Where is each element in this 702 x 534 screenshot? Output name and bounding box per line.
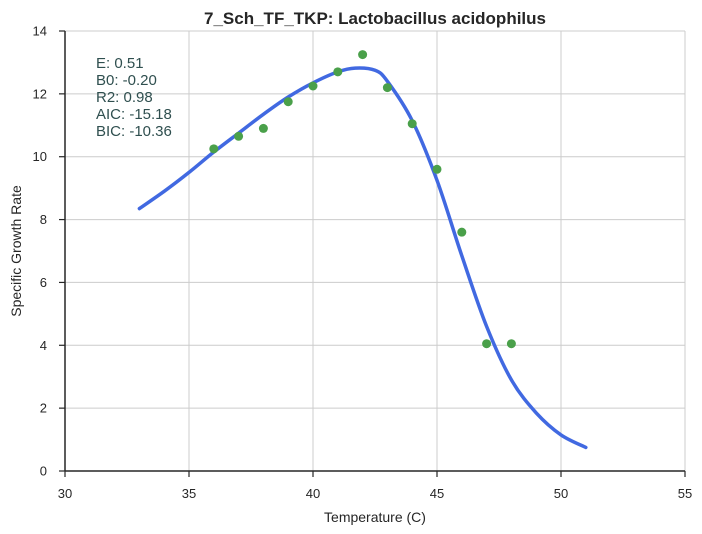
- data-point: [333, 67, 343, 77]
- y-tick-label: 10: [33, 149, 47, 164]
- data-point: [308, 81, 318, 91]
- y-tick-label: 0: [40, 464, 47, 479]
- stat-bic: BIC: -10.36: [96, 123, 172, 140]
- data-point: [234, 131, 244, 141]
- data-point: [382, 83, 392, 93]
- x-tick-labels: 30 35 40 45 50 55: [58, 486, 692, 501]
- fit-statistics: E: 0.51 B0: -0.20 R2: 0.98 AIC: -15.18 B…: [96, 55, 172, 140]
- x-tick-label: 50: [554, 486, 568, 501]
- data-point: [358, 50, 368, 60]
- data-point: [283, 97, 293, 107]
- stat-aic: AIC: -15.18: [96, 106, 172, 123]
- data-point: [407, 119, 417, 129]
- stat-r2: R2: 0.98: [96, 89, 153, 106]
- y-tick-label: 14: [33, 24, 47, 39]
- stat-b0: B0: -0.20: [96, 72, 157, 89]
- x-tick-label: 35: [182, 486, 196, 501]
- y-tick-label: 2: [40, 401, 47, 416]
- y-axis-label: Specific Growth Rate: [8, 185, 24, 317]
- x-tick-label: 55: [678, 486, 692, 501]
- y-tick-label: 4: [40, 338, 47, 353]
- y-tick-labels: 0 2 4 6 8 10 12 14: [33, 24, 47, 479]
- chart-title: 7_Sch_TF_TKP: Lactobacillus acidophilus: [204, 9, 546, 28]
- stat-e: E: 0.51: [96, 55, 144, 72]
- data-point: [432, 164, 442, 174]
- x-tick-label: 40: [306, 486, 320, 501]
- x-axis-label: Temperature (C): [324, 509, 426, 525]
- data-points: [209, 50, 516, 349]
- data-point: [506, 339, 516, 349]
- y-tick-label: 6: [40, 275, 47, 290]
- gridlines: [65, 30, 686, 471]
- data-point: [482, 339, 492, 349]
- fit-curve-group: [137, 66, 588, 450]
- axes: [59, 30, 686, 477]
- data-point: [209, 144, 219, 154]
- x-tick-label: 45: [430, 486, 444, 501]
- x-tick-label: 30: [58, 486, 72, 501]
- y-tick-label: 12: [33, 86, 47, 101]
- data-point: [457, 227, 467, 237]
- y-tick-label: 8: [40, 212, 47, 227]
- data-point: [258, 123, 268, 133]
- fit-curve: [137, 66, 588, 450]
